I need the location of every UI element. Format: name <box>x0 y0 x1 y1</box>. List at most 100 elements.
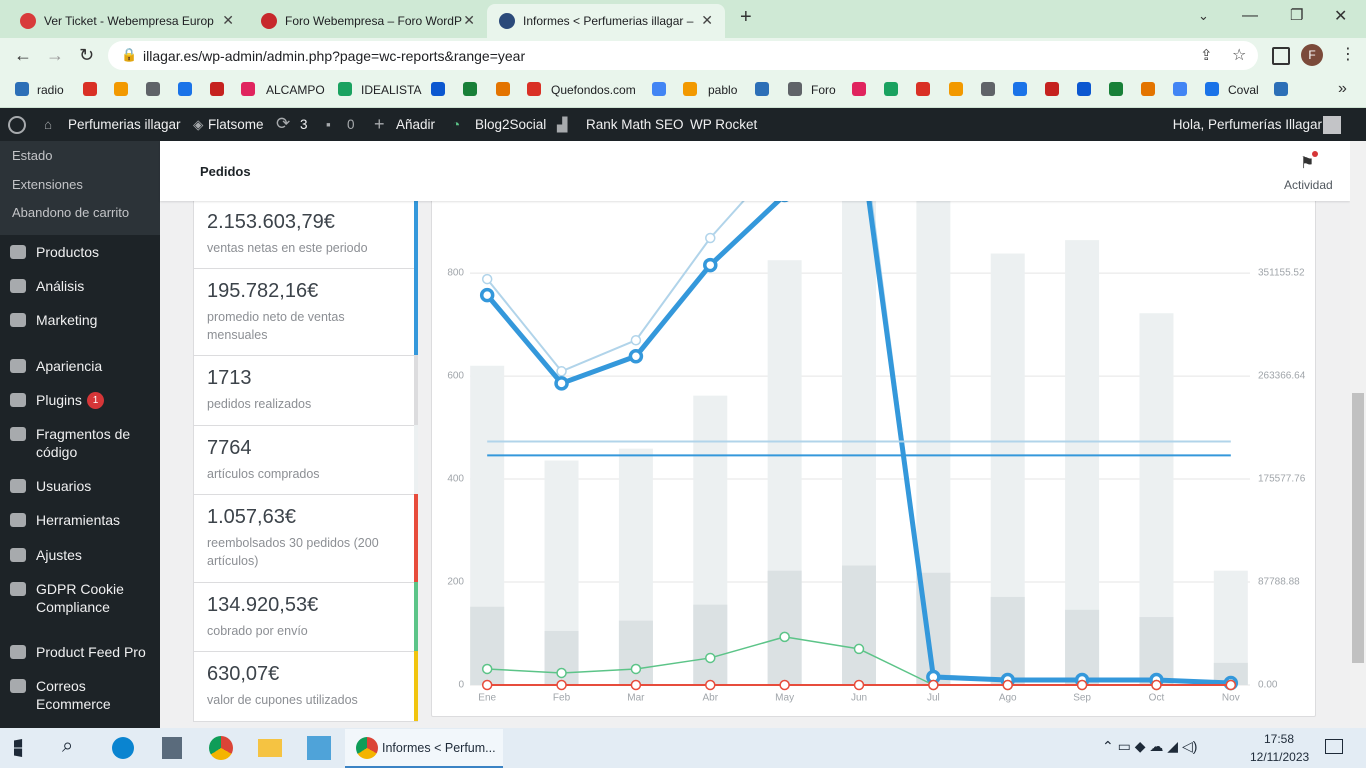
tab[interactable]: Foro Webempresa – Foro WordP ✕ <box>249 4 487 38</box>
plugin-link[interactable]: Blog2Social <box>475 117 547 132</box>
menu-item[interactable]: Análisis <box>36 278 85 294</box>
app[interactable] <box>307 736 331 760</box>
menu-item[interactable]: Ajustes <box>36 547 82 563</box>
tab-search[interactable]: ⌄ <box>1198 8 1209 23</box>
new-tab[interactable]: + <box>740 6 752 28</box>
back[interactable]: ← <box>14 45 32 65</box>
site-name[interactable]: Perfumerias illagar <box>68 117 181 132</box>
share[interactable]: ⇪ <box>1200 47 1213 64</box>
bookmark-icon[interactable] <box>1045 82 1059 96</box>
bookmark-icon[interactable] <box>884 82 898 96</box>
menu-item[interactable]: Marketing <box>36 312 98 328</box>
stat-row[interactable]: 195.782,16€ promedio neto de ventas mensu… <box>194 268 418 356</box>
stat-row[interactable]: 7764 artículos comprados <box>194 425 418 495</box>
calculator[interactable] <box>162 737 182 759</box>
bookmark-icon[interactable] <box>1141 82 1155 96</box>
point <box>481 273 493 285</box>
stat-row[interactable]: 1.057,63€ reembolsados 30 pedidos (200 ar… <box>194 494 418 583</box>
bookmark-icon[interactable] <box>1274 82 1288 96</box>
bookmark-icon <box>15 82 29 96</box>
stat-label: pedidos realizados <box>207 397 312 411</box>
search[interactable]: ⌕ <box>62 735 74 757</box>
bookmark-icon[interactable] <box>852 82 866 96</box>
activity-icon[interactable]: ⚑ <box>1300 151 1318 173</box>
bookmark-icon[interactable] <box>496 82 510 96</box>
submenu-item[interactable]: Extensiones <box>12 177 83 192</box>
menu-item[interactable]: Productos <box>36 244 100 260</box>
bookmark-icon[interactable] <box>1173 82 1187 96</box>
bookmark-icon[interactable] <box>83 82 97 96</box>
reload[interactable]: ↻ <box>79 45 95 65</box>
bookmark-icon[interactable] <box>1077 82 1091 96</box>
activity-label[interactable]: Actividad <box>1284 178 1333 192</box>
menu-item[interactable]: Herramientas <box>36 512 121 528</box>
menu-item[interactable]: Correos Ecommerce <box>36 678 111 712</box>
bookmark-icon[interactable] <box>981 82 995 96</box>
bookmark-icon[interactable] <box>463 82 477 96</box>
bookmark[interactable]: ALCAMPO <box>266 83 325 97</box>
submenu-item[interactable]: Abandono de carrito <box>12 205 130 220</box>
theme-link[interactable]: Flatsome <box>208 117 264 132</box>
bookmark-icon[interactable] <box>916 82 930 96</box>
bookmark-icon[interactable] <box>949 82 963 96</box>
menu-item[interactable]: Fragmentos de código <box>36 426 131 460</box>
date[interactable]: 12/11/2023 <box>1250 750 1310 764</box>
menu-item[interactable]: GDPR Cookie Compliance <box>36 581 124 615</box>
wp-logo[interactable] <box>8 116 26 134</box>
stat-label: valor de cupones utilizados <box>207 693 358 707</box>
tab[interactable]: Ver Ticket - Webempresa Europ ✕ <box>8 4 246 38</box>
stat-row[interactable]: 2.153.603,79€ ventas netas en este period… <box>194 199 418 269</box>
minimize[interactable]: — <box>1242 7 1258 24</box>
stat-row[interactable]: 134.920,53€ cobrado por envío <box>194 582 418 652</box>
bookmark[interactable]: radio <box>37 83 64 97</box>
menu-item[interactable]: Plugins <box>36 392 82 408</box>
menu[interactable]: ⋮ <box>1340 46 1356 63</box>
close[interactable]: ✕ <box>1334 8 1348 25</box>
menu-item[interactable]: Usuarios <box>36 478 92 494</box>
bookmark-icon[interactable] <box>178 82 192 96</box>
bookmark[interactable]: Quefondos.com <box>551 83 636 97</box>
stat-row[interactable]: 630,07€ valor de cupones utilizados <box>194 651 418 721</box>
omnibox[interactable] <box>108 41 1258 70</box>
tray-icons[interactable]: ⌃ ▭ ◆ ☁ ◢ ◁) <box>1102 738 1198 754</box>
menu-item[interactable]: Product Feed Pro <box>36 644 146 660</box>
profile[interactable]: F <box>1301 44 1323 66</box>
bookmark-icon[interactable] <box>652 82 666 96</box>
explorer[interactable] <box>258 739 282 757</box>
menu-item[interactable]: Apariencia <box>36 358 103 374</box>
clock[interactable]: 17:58 <box>1264 732 1295 746</box>
restore[interactable]: ❐ <box>1290 7 1304 24</box>
bookmark[interactable]: Foro <box>811 83 836 97</box>
bookmark-icon[interactable] <box>755 82 769 96</box>
stat-row[interactable]: 1713 pedidos realizados <box>194 355 418 426</box>
comments-count[interactable]: 0 <box>347 117 355 132</box>
stat-stripe <box>414 355 418 425</box>
bookmark[interactable]: IDEALISTA <box>361 83 422 97</box>
forward[interactable]: → <box>46 45 64 65</box>
bookmark-icon[interactable] <box>431 82 445 96</box>
updates-count[interactable]: 3 <box>300 117 308 132</box>
home-icon: ⌂ <box>44 117 53 132</box>
tab-active[interactable]: Informes < Perfumerias illagar – ✕ <box>487 4 725 38</box>
bookmark-icon[interactable] <box>1109 82 1123 96</box>
plugin-link[interactable]: WP Rocket <box>690 117 758 132</box>
greeting[interactable]: Hola, Perfumerías Illagar <box>1172 117 1322 132</box>
bookmark-icon[interactable] <box>114 82 128 96</box>
bookmark-icon[interactable] <box>210 82 224 96</box>
avatar[interactable] <box>1323 116 1341 134</box>
scroll-thumb[interactable] <box>1352 393 1364 663</box>
skype[interactable] <box>112 737 134 759</box>
side-panel[interactable] <box>1272 47 1290 65</box>
submenu-item[interactable]: Estado <box>12 148 53 163</box>
bar <box>618 620 653 685</box>
bookmark-icon[interactable] <box>1013 82 1027 96</box>
notifications[interactable] <box>1325 739 1343 754</box>
bookmark-icon[interactable] <box>146 82 160 96</box>
plugin-link[interactable]: Rank Math SEO <box>586 117 684 132</box>
bookmark[interactable]: Coval <box>1228 83 1259 97</box>
chrome[interactable] <box>209 736 233 760</box>
more-bookmarks[interactable]: » <box>1338 80 1347 97</box>
bookmark-star[interactable]: ☆ <box>1232 47 1247 64</box>
add-new[interactable]: Añadir <box>396 117 436 132</box>
bookmark[interactable]: pablo <box>708 83 738 97</box>
